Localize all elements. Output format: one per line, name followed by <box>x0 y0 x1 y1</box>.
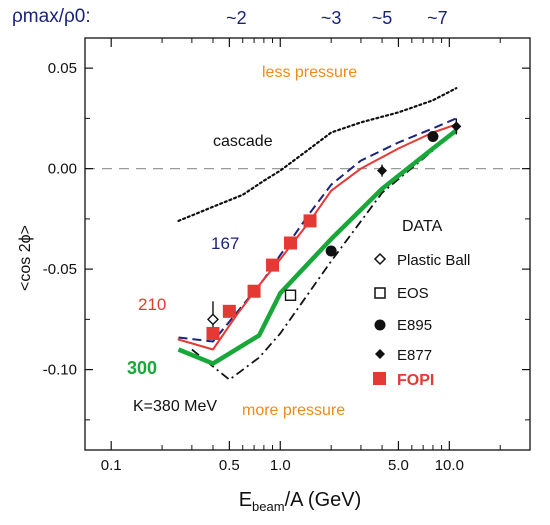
top-axis-tick-label: ~7 <box>427 8 448 28</box>
data-point-fopi <box>284 236 298 250</box>
legend: DATA Plastic Ball EOS E895 E877 FOPI <box>373 218 470 389</box>
x-axis-label-rest: /A (GeV) <box>285 489 362 511</box>
annotation-less-pressure: less pressure <box>262 64 357 81</box>
annotation-more-pressure: more pressure <box>242 402 345 419</box>
annotation-k380: K=380 MeV <box>133 398 217 415</box>
plot-content: 0.1 0.5 1.0 5.0 10.0 0.05 0.00 -0.05 -0.10 ~2 ~3 ~5… <box>43 8 530 474</box>
data-point-fopi <box>247 284 261 298</box>
data-point-e895 <box>325 245 337 257</box>
data-point-eos <box>284 289 297 301</box>
legend-entry-eos: EOS <box>374 285 429 302</box>
legend-title: DATA <box>402 218 443 235</box>
y-tick-label: -0.10 <box>43 362 77 379</box>
legend-marker-square-open <box>374 287 386 299</box>
data-point-fopi <box>222 304 236 318</box>
data-point-fopi <box>206 326 220 340</box>
annotation-167: 167 <box>211 234 239 253</box>
y-tick-label: 0.05 <box>48 60 77 77</box>
y-axis-label: <cos 2ϕ> <box>17 225 34 291</box>
y-tick-label: 0.00 <box>48 161 77 178</box>
annotation-300: 300 <box>127 358 157 378</box>
x-axis-label-main: E <box>239 489 252 511</box>
top-axis-tick-label: ~3 <box>321 8 342 28</box>
x-axis-label-sub: beam <box>252 499 285 514</box>
x-tick-label: 0.1 <box>101 457 122 474</box>
x-tick-label: 1.0 <box>270 457 291 474</box>
legend-marker-diamond <box>375 349 385 359</box>
data-point-e877 <box>451 121 462 132</box>
legend-label: EOS <box>397 285 429 302</box>
legend-entry-fopi: FOPI <box>373 372 434 389</box>
series-line-167 <box>178 117 457 343</box>
series-line-cascade <box>177 87 458 222</box>
y-tick-label: -0.05 <box>43 261 77 278</box>
x-tick-label: 0.5 <box>219 457 240 474</box>
data-point-plastic-ball <box>206 313 219 326</box>
legend-label: E877 <box>397 347 432 364</box>
data-point-e877 <box>377 165 388 176</box>
data-point-fopi <box>303 214 317 228</box>
legend-marker-square-red <box>373 372 386 385</box>
legend-entry-plastic-ball: Plastic Ball <box>373 252 470 269</box>
x-tick-label: 10.0 <box>435 457 464 474</box>
legend-entry-e895: E895 <box>374 317 432 334</box>
x-axis-label: Ebeam/A (GeV) <box>239 489 362 514</box>
legend-label: Plastic Ball <box>397 252 470 269</box>
plot-frame <box>84 37 531 451</box>
legend-label: E895 <box>397 317 432 334</box>
data-point-fopi <box>266 258 280 272</box>
annotation-cascade: cascade <box>213 133 273 150</box>
series-line-300 <box>177 128 458 366</box>
legend-marker-diamond-open <box>373 252 387 266</box>
data-point-e895 <box>427 130 439 142</box>
top-axis-tick-label: ~2 <box>226 8 247 28</box>
annotation-210: 210 <box>138 295 166 314</box>
legend-marker-circle <box>374 319 386 331</box>
legend-label: FOPI <box>397 372 434 389</box>
x-tick-label: 5.0 <box>388 457 409 474</box>
top-axis-tick-label: ~5 <box>372 8 393 28</box>
top-axis-label: ρmax/ρ0: <box>12 6 91 27</box>
legend-entry-e877: E877 <box>375 347 432 364</box>
